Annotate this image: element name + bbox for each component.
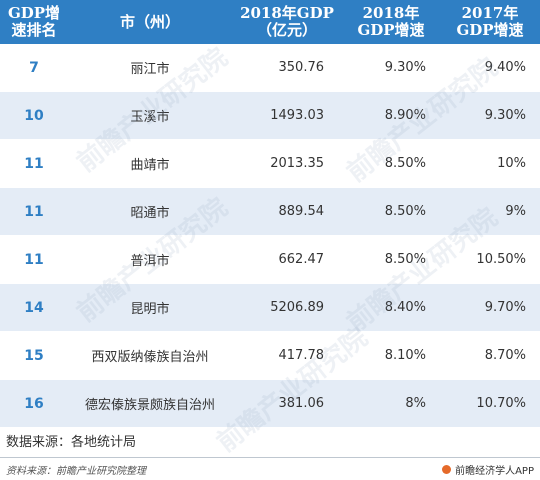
- cell-rank: 11: [24, 155, 44, 172]
- cell-city: 昆明市: [130, 302, 170, 317]
- cell-rank: 11: [24, 251, 44, 268]
- cell-growth-2017: 10.50%: [476, 252, 526, 267]
- cell-rank: 15: [24, 347, 44, 364]
- cell-growth-2018: 8.10%: [384, 348, 426, 363]
- header-growth-2018: 2018年GDP增速: [357, 4, 425, 39]
- table-row: 11 普洱市 662.47 8.50% 10.50%: [0, 236, 540, 284]
- table-row: 10 玉溪市 1493.03 8.90% 9.30%: [0, 92, 540, 140]
- cell-growth-2017: 10%: [497, 156, 526, 171]
- header-growth-2017: 2017年GDP增速: [456, 4, 524, 39]
- table-row: 11 曲靖市 2013.35 8.50% 10%: [0, 140, 540, 188]
- cell-growth-2017: 9.40%: [484, 60, 526, 75]
- cell-city: 德宏傣族景颇族自治州: [84, 398, 215, 413]
- cell-gdp-2018: 350.76: [278, 60, 325, 75]
- cell-growth-2018: 8.50%: [384, 204, 426, 219]
- footer: 资料来源：前瞻产业研究院整理 前瞻经济学人APP: [0, 457, 540, 480]
- cell-gdp-2018: 381.06: [278, 396, 325, 411]
- header-city: 市（州）: [119, 12, 180, 31]
- cell-growth-2017: 9.30%: [484, 108, 526, 123]
- table-row: 15 西双版纳傣族自治州 417.78 8.10% 8.70%: [0, 332, 540, 380]
- cell-growth-2018: 8%: [405, 396, 426, 411]
- cell-rank: 16: [24, 395, 44, 412]
- source-note: 数据来源：各地统计局: [6, 435, 137, 450]
- cell-growth-2017: 9.70%: [484, 300, 526, 315]
- table-row: 16 德宏傣族景颇族自治州 381.06 8% 10.70%: [0, 380, 540, 428]
- cell-city: 西双版纳傣族自治州: [91, 350, 209, 365]
- cell-city: 昭通市: [130, 206, 170, 221]
- header-rank: GDP增速排名: [7, 4, 61, 39]
- footer-source: 资料来源：前瞻产业研究院整理: [6, 465, 146, 477]
- cell-gdp-2018: 417.78: [278, 348, 325, 363]
- cell-rank: 11: [24, 203, 44, 220]
- cell-growth-2018: 9.30%: [384, 60, 426, 75]
- cell-gdp-2018: 889.54: [278, 204, 325, 219]
- table-body: 7 丽江市 350.76 9.30% 9.40% 10 玉溪市 1493.03 8.90% 9.3…: [0, 44, 540, 428]
- cell-growth-2017: 8.70%: [484, 348, 526, 363]
- table-header: GDP增速排名 市（州） 2018年GDP（亿元） 2018年GDP增速 201…: [0, 0, 540, 44]
- cell-growth-2018: 8.50%: [384, 252, 426, 267]
- cell-rank: 7: [29, 59, 39, 76]
- brand-logo-icon: [442, 464, 452, 474]
- table-row: 7 丽江市 350.76 9.30% 9.40%: [0, 44, 540, 92]
- cell-growth-2018: 8.90%: [384, 108, 426, 123]
- footer-brand-label: 前瞻经济学人APP: [455, 465, 534, 477]
- cell-gdp-2018: 5206.89: [270, 300, 324, 315]
- cell-gdp-2018: 1493.03: [270, 108, 324, 123]
- cell-city: 丽江市: [130, 62, 170, 77]
- cell-city: 普洱市: [130, 254, 170, 269]
- cell-city: 玉溪市: [130, 110, 170, 125]
- gdp-table: GDP增速排名 市（州） 2018年GDP（亿元） 2018年GDP增速 201…: [0, 0, 540, 428]
- table-row: 11 昭通市 889.54 8.50% 9%: [0, 188, 540, 236]
- cell-city: 曲靖市: [130, 158, 170, 173]
- table-row: 14 昆明市 5206.89 8.40% 9.70%: [0, 284, 540, 332]
- cell-growth-2017: 9%: [505, 204, 526, 219]
- cell-gdp-2018: 662.47: [278, 252, 325, 267]
- cell-gdp-2018: 2013.35: [270, 156, 324, 171]
- cell-rank: 10: [24, 107, 44, 124]
- cell-growth-2018: 8.50%: [384, 156, 426, 171]
- header-gdp-2018: 2018年GDP（亿元）: [240, 4, 334, 39]
- footer-brand[interactable]: 前瞻经济学人APP: [442, 462, 534, 477]
- cell-growth-2017: 10.70%: [476, 396, 526, 411]
- cell-growth-2018: 8.40%: [384, 300, 426, 315]
- cell-rank: 14: [24, 299, 44, 316]
